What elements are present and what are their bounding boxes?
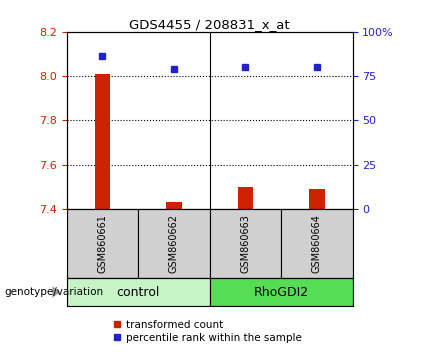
Bar	[309, 189, 325, 209]
Bar	[209, 209, 281, 278]
Bar	[67, 209, 138, 278]
Bar	[138, 209, 209, 278]
Bar	[209, 278, 353, 306]
Text: GSM860664: GSM860664	[312, 214, 322, 273]
Text: control: control	[117, 286, 160, 298]
Legend: transformed count, percentile rank within the sample: transformed count, percentile rank withi…	[108, 315, 306, 347]
Text: GSM860663: GSM860663	[240, 214, 250, 273]
Text: genotype/variation: genotype/variation	[4, 287, 104, 297]
Text: GSM860661: GSM860661	[97, 214, 108, 273]
Bar	[67, 278, 209, 306]
Bar	[237, 187, 253, 209]
Bar	[281, 209, 353, 278]
Bar	[95, 74, 110, 209]
Polygon shape	[52, 286, 60, 298]
Text: GSM860662: GSM860662	[169, 214, 179, 273]
Bar	[166, 202, 182, 209]
Text: RhoGDI2: RhoGDI2	[254, 286, 309, 298]
Title: GDS4455 / 208831_x_at: GDS4455 / 208831_x_at	[129, 18, 290, 31]
